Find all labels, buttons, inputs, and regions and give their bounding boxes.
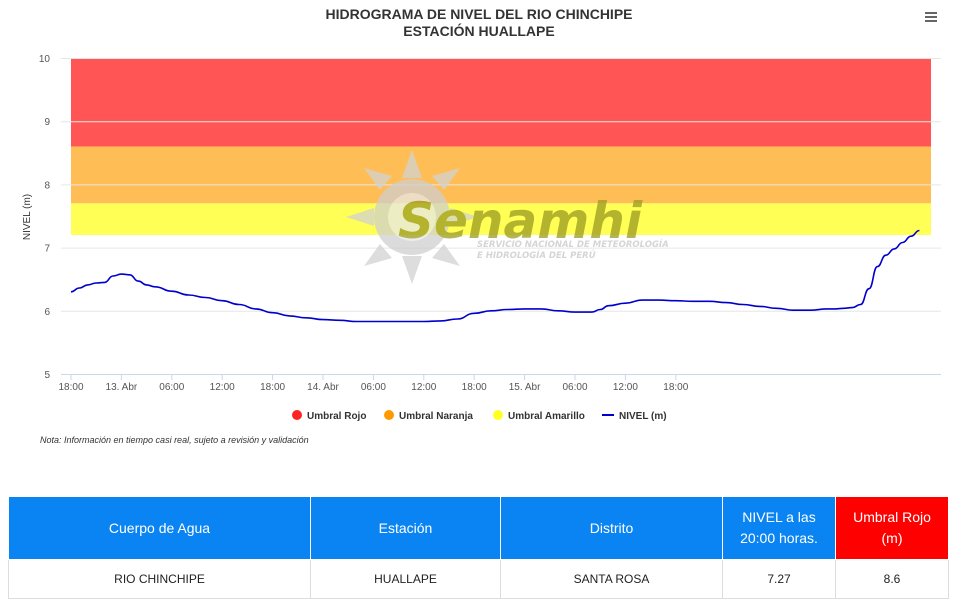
- chart-subtitle: ESTACIÓN HUALLAPE: [403, 22, 554, 39]
- x-axis: 18:00 13. Abr 06:00 12:00 18:00 14. Abr 06:00 1…: [58, 374, 689, 393]
- legend-label-0[interactable]: Umbral Rojo: [307, 411, 366, 422]
- x-tick-label: 18:00: [58, 382, 83, 393]
- series-layer: [70, 229, 920, 323]
- header-station: Estación: [310, 496, 501, 560]
- chart-svg: HIDROGRAMA DE NIVEL DEL RIO CHINCHIPE ES…: [22, 6, 941, 445]
- senamhi-watermark: Senamhi SERVICIO NACIONAL DE METEOROLOGÍ…: [346, 150, 669, 284]
- header-level: NIVEL a las 20:00 horas.: [722, 496, 836, 560]
- legend-marker-0: [292, 410, 302, 420]
- cell-water-body: RIO CHINCHIPE: [8, 559, 311, 599]
- x-tick-label: 18:00: [663, 382, 688, 393]
- grid-lines: [61, 58, 941, 312]
- header-water-body: Cuerpo de Agua: [8, 496, 311, 560]
- chart-menu-button[interactable]: [920, 8, 942, 26]
- y-tick-label: 7: [44, 244, 50, 255]
- y-tick-label: 9: [44, 117, 50, 128]
- header-district: Distrito: [500, 496, 723, 560]
- legend-label-1[interactable]: Umbral Naranja: [399, 411, 473, 422]
- legend-label-3[interactable]: NIVEL (m): [619, 411, 667, 422]
- x-tick-label: 18:00: [260, 382, 285, 393]
- cell-level: 7.27: [722, 559, 836, 599]
- legend-marker-1: [384, 410, 394, 420]
- chart-title: HIDROGRAMA DE NIVEL DEL RIO CHINCHIPE: [326, 6, 633, 22]
- y-axis: 5 6 7 8 9 10: [39, 54, 51, 381]
- hamburger-menu-icon: [925, 12, 937, 14]
- hamburger-menu-icon-bar: [925, 20, 937, 22]
- x-tick-label: 06:00: [159, 382, 184, 393]
- table-row: RIO CHINCHIPE HUALLAPE SANTA ROSA 7.27 8…: [8, 559, 949, 599]
- watermark-line2: E HIDROLOGÍA DEL PERÚ: [477, 249, 596, 261]
- x-tick-label: 12:00: [613, 382, 638, 393]
- hamburger-menu-icon-bar: [925, 16, 937, 18]
- x-tick-label: 15. Abr: [509, 382, 541, 393]
- y-axis-title: NIVEL (m): [22, 194, 33, 240]
- x-tick-label: 18:00: [462, 382, 487, 393]
- x-tick-label: 06:00: [562, 382, 587, 393]
- y-tick-label: 5: [44, 370, 50, 381]
- chart-note: Nota: Información en tiempo casi real, s…: [40, 435, 309, 445]
- cell-district: SANTA ROSA: [500, 559, 723, 599]
- header-red-threshold: Umbral Rojo (m): [835, 496, 949, 560]
- x-tick-label: 12:00: [411, 382, 436, 393]
- threshold-bands: [71, 58, 931, 235]
- sun-logo-icon: [346, 150, 478, 284]
- band-1: [71, 146, 931, 204]
- chart-legend[interactable]: Umbral Rojo Umbral Naranja Umbral Amarillo…: [292, 410, 667, 422]
- band-2: [71, 203, 931, 235]
- band-0: [71, 58, 931, 147]
- station-summary-table: Cuerpo de Agua Estación Distrito NIVEL a…: [8, 496, 949, 599]
- hydrograph-chart: HIDROGRAMA DE NIVEL DEL RIO CHINCHIPE ES…: [22, 6, 942, 445]
- cell-station: HUALLAPE: [310, 559, 501, 599]
- series-line-nivel: [70, 229, 920, 323]
- watermark-line1: SERVICIO NACIONAL DE METEOROLOGÍA: [477, 238, 669, 250]
- y-tick-label: 6: [44, 307, 50, 318]
- x-tick-label: 14. Abr: [307, 382, 339, 393]
- x-tick-label: 13. Abr: [106, 382, 138, 393]
- table-header-row: Cuerpo de Agua Estación Distrito NIVEL a…: [8, 496, 949, 560]
- x-tick-label: 06:00: [361, 382, 386, 393]
- y-tick-label: 8: [44, 180, 50, 191]
- cell-red-threshold: 8.6: [835, 559, 949, 599]
- x-tick-label: 12:00: [210, 382, 235, 393]
- y-tick-label: 10: [39, 54, 51, 65]
- legend-label-2[interactable]: Umbral Amarillo: [508, 411, 585, 422]
- watermark-brand: Senamhi: [398, 192, 643, 250]
- legend-marker-2: [493, 410, 503, 420]
